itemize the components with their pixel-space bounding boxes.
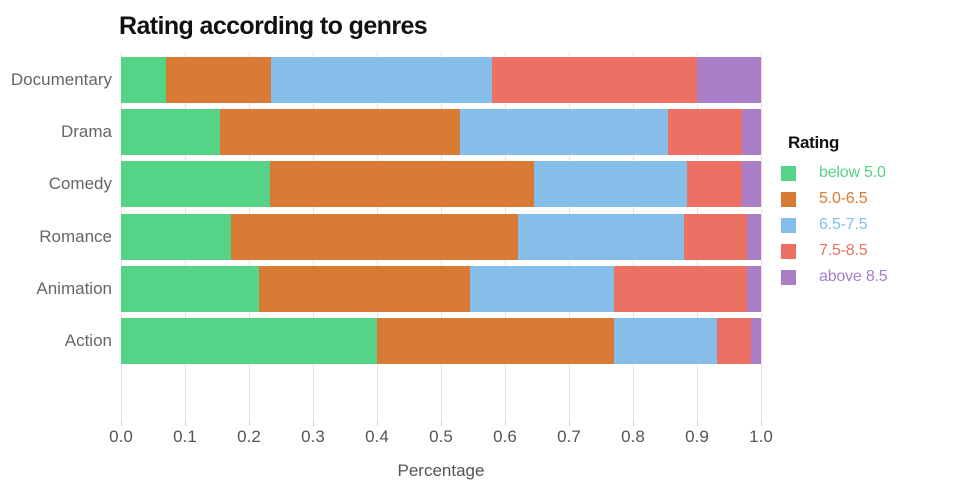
legend-swatch-5.0-6.5 bbox=[781, 191, 796, 207]
x-axis-title: Percentage bbox=[397, 461, 485, 480]
bar-segment-comedy-6.5-7.5[interactable] bbox=[533, 161, 688, 208]
x-tick-label-0.7: 0.7 bbox=[557, 427, 581, 446]
category-label-documentary: Documentary bbox=[10, 70, 112, 89]
legend-entry-7.5-8.5[interactable]: 7.5-8.5 bbox=[780, 238, 887, 264]
bar-segment-action-6.5-7.5[interactable] bbox=[613, 318, 718, 364]
bar-segment-drama-6.5-7.5[interactable] bbox=[460, 109, 669, 156]
legend-entries: below 5.0 5.0-6.5 6.5-7.5 7.5-8.5 above 8.5 bbox=[780, 160, 888, 290]
bar-row-romance bbox=[121, 213, 761, 260]
legend-entry-above-8.5[interactable]: above 8.5 bbox=[780, 264, 888, 290]
bar-row-animation bbox=[121, 265, 761, 312]
legend-label-6.5-7.5: 6.5-7.5 bbox=[819, 216, 868, 233]
bar-row-action bbox=[121, 318, 761, 364]
category-label-animation: Animation bbox=[36, 278, 112, 298]
x-tick-label-0.9: 0.9 bbox=[685, 427, 709, 446]
bar-segment-documentary-6.5-7.5[interactable] bbox=[271, 57, 493, 103]
legend-entry-5.0-6.5[interactable]: 5.0-6.5 bbox=[780, 186, 887, 212]
x-tick-mark-0.3 bbox=[313, 420, 314, 426]
x-tick-mark-0.8 bbox=[633, 420, 634, 426]
bar-segment-drama-below-5.0[interactable] bbox=[121, 109, 221, 156]
legend-entry-6.5-7.5[interactable]: 6.5-7.5 bbox=[780, 212, 887, 238]
chart-title: Rating according to genres bbox=[119, 12, 428, 40]
category-label-drama: Drama bbox=[60, 122, 112, 142]
x-tick-mark-0.6 bbox=[505, 420, 506, 426]
legend-entry-below-5.0[interactable]: below 5.0 bbox=[780, 160, 887, 186]
bar-segment-drama-5.0-6.5[interactable] bbox=[220, 109, 461, 156]
legend: Rating below 5.0 5.0-6.5 6.5-7.5 7.5-8.5 abo… bbox=[780, 133, 888, 290]
x-tick-mark-0.0 bbox=[121, 420, 122, 426]
bar-segment-action-7.5-8.5[interactable] bbox=[717, 318, 752, 364]
legend-swatch-above-8.5 bbox=[781, 269, 796, 285]
x-tick-mark-0.9 bbox=[697, 420, 698, 426]
x-tick-label-0.0: 0.0 bbox=[109, 427, 133, 446]
bar-segment-action-below-5.0[interactable] bbox=[121, 318, 377, 364]
bar-segment-drama-above-8.5[interactable] bbox=[741, 109, 761, 156]
bar-row-drama bbox=[121, 109, 761, 156]
x-tick-mark-0.7 bbox=[569, 420, 570, 426]
bar-segment-action-above-8.5[interactable] bbox=[751, 318, 761, 364]
legend-label-5.0-6.5: 5.0-6.5 bbox=[819, 190, 868, 207]
x-tick-label-0.2: 0.2 bbox=[237, 427, 261, 446]
x-tick-label-0.8: 0.8 bbox=[621, 427, 645, 446]
x-tick-label-0.3: 0.3 bbox=[301, 427, 325, 446]
legend-swatch-below-5.0 bbox=[781, 165, 796, 181]
x-tick-label-1.0: 1.0 bbox=[749, 427, 773, 446]
bar-segment-romance-7.5-8.5[interactable] bbox=[684, 213, 747, 260]
bar-segment-romance-above-8.5[interactable] bbox=[746, 213, 761, 260]
bar-segment-animation-above-8.5[interactable] bbox=[746, 265, 761, 312]
legend-swatch-6.5-7.5 bbox=[781, 217, 796, 233]
bar-segment-comedy-above-8.5[interactable] bbox=[741, 161, 761, 208]
bar-segment-comedy-7.5-8.5[interactable] bbox=[687, 161, 742, 208]
x-tick-mark-0.2 bbox=[249, 420, 250, 426]
legend-label-below-5.0: below 5.0 bbox=[819, 164, 886, 181]
bar-segment-animation-below-5.0[interactable] bbox=[121, 265, 259, 312]
bar-segment-animation-7.5-8.5[interactable] bbox=[613, 265, 747, 312]
bar-segment-romance-below-5.0[interactable] bbox=[121, 213, 232, 260]
x-tick-mark-0.4 bbox=[377, 420, 378, 426]
bar-segment-documentary-above-8.5[interactable] bbox=[697, 57, 761, 103]
bar-segment-comedy-5.0-6.5[interactable] bbox=[270, 161, 534, 208]
x-tick-label-0.6: 0.6 bbox=[493, 427, 517, 446]
x-tick-label-0.4: 0.4 bbox=[365, 427, 389, 446]
bar-row-documentary bbox=[121, 57, 761, 103]
x-tick-label-0.5: 0.5 bbox=[429, 427, 453, 446]
x-tick-mark-1.0 bbox=[761, 420, 762, 426]
legend-swatch-7.5-8.5 bbox=[781, 243, 796, 259]
bar-segment-documentary-7.5-8.5[interactable] bbox=[492, 57, 697, 103]
bar-segment-animation-5.0-6.5[interactable] bbox=[258, 265, 470, 312]
bar-segment-romance-5.0-6.5[interactable] bbox=[231, 213, 518, 260]
bar-row-comedy bbox=[121, 161, 761, 208]
category-label-romance: Romance bbox=[39, 226, 112, 246]
category-label-comedy: Comedy bbox=[48, 174, 112, 194]
bar-segment-documentary-below-5.0[interactable] bbox=[121, 57, 166, 103]
legend-label-above-8.5: above 8.5 bbox=[819, 268, 888, 285]
bar-segment-action-5.0-6.5[interactable] bbox=[377, 318, 614, 364]
bar-segment-romance-6.5-7.5[interactable] bbox=[517, 213, 685, 260]
x-tick-mark-0.5 bbox=[441, 420, 442, 426]
legend-title: Rating bbox=[788, 133, 840, 152]
category-label-action: Action bbox=[64, 331, 112, 350]
x-tick-label-0.1: 0.1 bbox=[173, 427, 197, 446]
bar-segment-documentary-5.0-6.5[interactable] bbox=[165, 57, 272, 103]
x-tick-mark-0.1 bbox=[185, 420, 186, 426]
gridline-x-1.0 bbox=[761, 52, 762, 420]
bar-segment-drama-7.5-8.5[interactable] bbox=[668, 109, 742, 156]
bar-segment-comedy-below-5.0[interactable] bbox=[121, 161, 271, 208]
legend-label-7.5-8.5: 7.5-8.5 bbox=[819, 242, 868, 259]
bar-segment-animation-6.5-7.5[interactable] bbox=[469, 265, 614, 312]
